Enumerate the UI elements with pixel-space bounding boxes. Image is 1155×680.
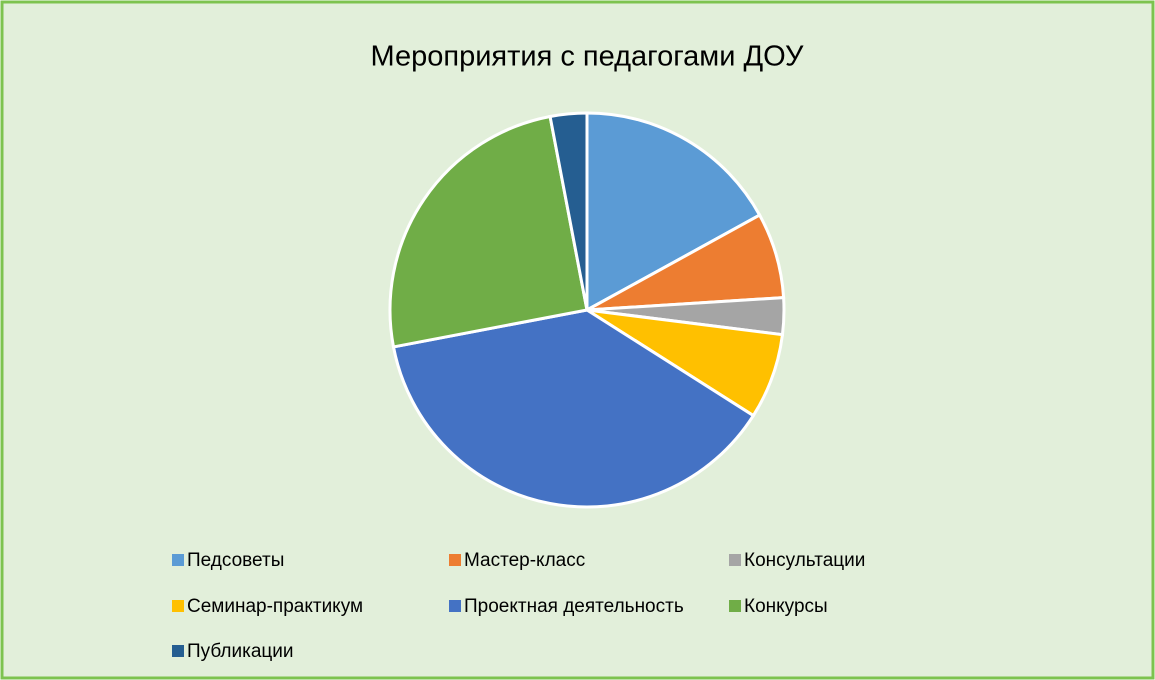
legend-swatch [172,600,184,612]
chart-title: Мероприятия с педагогами ДОУ [371,41,805,73]
pie-slice [391,308,756,509]
pie-slice [388,114,589,349]
legend-label: Конкурсы [744,596,828,617]
legend-label: Проектная деятельность [464,596,684,617]
legend-label: Семинар-практикум [187,596,363,617]
legend-swatch [729,554,741,566]
legend-swatch [172,645,184,657]
legend-swatch [449,600,461,612]
legend-swatch [172,554,184,566]
legend-swatch [729,600,741,612]
legend-label: Публикации [187,641,294,662]
pie-slice [548,111,589,311]
legend-swatch [449,554,461,566]
legend-label: Педсоветы [187,550,284,571]
legend-label: Консультации [744,550,865,571]
legend-label: Мастер-класс [464,550,585,571]
pie-slice [585,111,762,313]
